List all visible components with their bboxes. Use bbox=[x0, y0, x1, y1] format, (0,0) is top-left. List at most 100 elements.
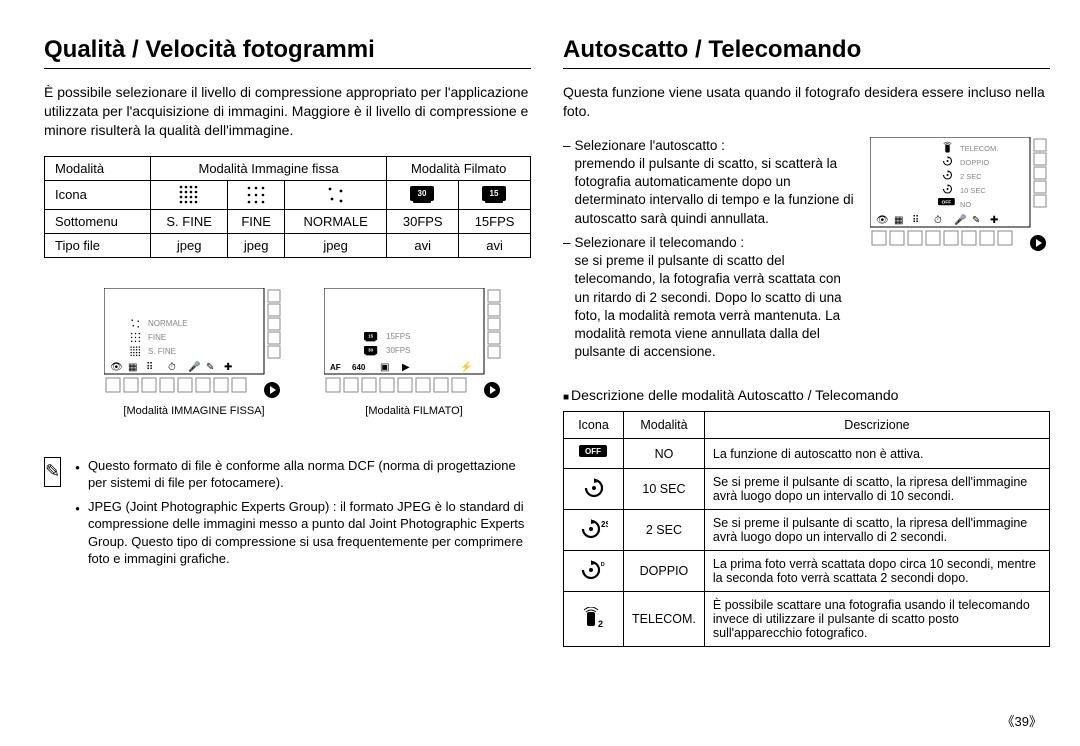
svg-text:👁: 👁 bbox=[876, 215, 889, 226]
th-mode: Modalità bbox=[624, 412, 705, 439]
diagram-movie: 15FPS 30FPS AF 640 ▣ ▶ ⚡ bbox=[324, 288, 504, 417]
mode-10: 10 SEC bbox=[624, 469, 705, 510]
svg-text:⚡: ⚡ bbox=[460, 360, 472, 373]
still-head: Modalità Immagine fissa bbox=[150, 156, 386, 180]
svg-text:✎: ✎ bbox=[206, 362, 214, 373]
right-intro: Questa funzione viene usata quando il fo… bbox=[563, 83, 1050, 121]
svg-text:👁: 👁 bbox=[110, 362, 123, 373]
cell-file3: jpeg bbox=[284, 233, 386, 257]
svg-text:⠿: ⠿ bbox=[912, 215, 919, 226]
opt-sfine: S. FINE bbox=[148, 347, 176, 356]
sel-auto-head: Selezionare l'autoscatto : bbox=[575, 138, 725, 153]
svg-text:640: 640 bbox=[352, 363, 366, 372]
note-body: Questo formato di file è conforme alla n… bbox=[75, 457, 531, 574]
cell-file5: avi bbox=[459, 233, 531, 257]
row-modalita-label: Modalità bbox=[45, 156, 151, 180]
svg-text:⏱: ⏱ bbox=[934, 215, 942, 226]
left-intro: È possibile selezionare il livello di co… bbox=[44, 83, 531, 140]
diagram-still-svg: NORMALE FINE S. FINE 👁 ▦ ⠿ bbox=[104, 288, 284, 398]
movie-head: Modalità Filmato bbox=[387, 156, 531, 180]
timer-table: Icona Modalità Descrizione NO La funzion… bbox=[563, 411, 1050, 647]
icon-15fps bbox=[459, 180, 531, 209]
cell-file2: jpeg bbox=[228, 233, 284, 257]
right-title: Autoscatto / Telecomando bbox=[563, 36, 1050, 69]
ico-off bbox=[564, 439, 624, 469]
svg-text:✎: ✎ bbox=[972, 215, 980, 226]
quality-table: Modalità Modalità Immagine fissa Modalit… bbox=[44, 156, 531, 258]
icon-normale bbox=[284, 180, 386, 209]
icon-30fps bbox=[387, 180, 459, 209]
svg-text:✚: ✚ bbox=[224, 362, 232, 373]
still-caption: [Modalità IMMAGINE FISSA] bbox=[104, 405, 284, 417]
ico-2: 2S bbox=[564, 510, 624, 551]
cell-fine: FINE bbox=[228, 209, 284, 233]
cell-normale: NORMALE bbox=[284, 209, 386, 233]
svg-text:AF: AF bbox=[330, 363, 341, 372]
sub-title: ■Descrizione delle modalità Autoscatto /… bbox=[563, 387, 1050, 403]
desc-remote: È possibile scattare una fotografia usan… bbox=[704, 592, 1049, 647]
svg-text:2S: 2S bbox=[601, 520, 608, 529]
svg-text:⏱: ⏱ bbox=[168, 362, 176, 373]
row-icona-label: Icona bbox=[45, 180, 151, 209]
opt-fine: FINE bbox=[148, 333, 166, 342]
right-column: Autoscatto / Telecomando Questa funzione… bbox=[563, 36, 1050, 726]
sel-remote-body: se si preme il pulsante di scatto del te… bbox=[575, 253, 842, 359]
rd-1: TELECOM. bbox=[960, 144, 998, 153]
rd-2: DOPPIO bbox=[960, 158, 989, 167]
desc-2: Se si preme il pulsante di scatto, la ri… bbox=[704, 510, 1049, 551]
desc-10: Se si preme il pulsante di scatto, la ri… bbox=[704, 469, 1049, 510]
th-desc: Descrizione bbox=[704, 412, 1049, 439]
rd-5: NO bbox=[960, 200, 971, 209]
cell-file1: jpeg bbox=[150, 233, 228, 257]
diagram-movie-svg: 15FPS 30FPS AF 640 ▣ ▶ ⚡ bbox=[324, 288, 504, 398]
movie-caption: [Modalità FILMATO] bbox=[324, 405, 504, 417]
sel-remote-head: Selezionare il telecomando : bbox=[575, 235, 745, 250]
timer-row-2: 2S 2 SEC Se si preme il pulsante di scat… bbox=[564, 510, 1050, 551]
ico-10 bbox=[564, 469, 624, 510]
remote-text: Selezionare l'autoscatto : premendo il p… bbox=[563, 137, 856, 368]
ico-double: ᴰ bbox=[564, 551, 624, 592]
svg-text:🎤: 🎤 bbox=[954, 213, 967, 226]
cell-15fps: 15FPS bbox=[459, 209, 531, 233]
mode-2: 2 SEC bbox=[624, 510, 705, 551]
ico-remote: 2 bbox=[564, 592, 624, 647]
svg-text:▶: ▶ bbox=[402, 362, 410, 373]
cell-file4: avi bbox=[387, 233, 459, 257]
svg-text:🎤: 🎤 bbox=[188, 360, 201, 373]
note-block: ✎ Questo formato di file è conforme alla… bbox=[44, 457, 531, 574]
rd-4: 10 SEC bbox=[960, 186, 986, 195]
svg-text:ᴰ: ᴰ bbox=[601, 561, 605, 570]
desc-double: La prima foto verrà scattata dopo circa … bbox=[704, 551, 1049, 592]
cell-30fps: 30FPS bbox=[387, 209, 459, 233]
rd-3: 2 SEC bbox=[960, 172, 982, 181]
svg-text:▦: ▦ bbox=[128, 362, 137, 373]
timer-row-off: NO La funzione di autoscatto non è attiv… bbox=[564, 439, 1050, 469]
page-number: 《39》 bbox=[1002, 711, 1042, 730]
note-item-2: JPEG (Joint Photographic Experts Group) … bbox=[88, 498, 531, 568]
svg-text:⠿: ⠿ bbox=[146, 362, 153, 373]
icon-sfine bbox=[150, 180, 228, 209]
diagram-still: NORMALE FINE S. FINE 👁 ▦ ⠿ bbox=[104, 288, 284, 417]
opt-30fps: 30FPS bbox=[386, 346, 410, 355]
left-title: Qualità / Velocità fotogrammi bbox=[44, 36, 531, 69]
row-filetype-label: Tipo file bbox=[45, 233, 151, 257]
th-icon: Icona bbox=[564, 412, 624, 439]
timer-row-double: ᴰ DOPPIO La prima foto verrà scattata do… bbox=[564, 551, 1050, 592]
left-column: Qualità / Velocità fotogrammi È possibil… bbox=[44, 36, 531, 726]
remote-block: Selezionare l'autoscatto : premendo il p… bbox=[563, 137, 1050, 368]
svg-text:▣: ▣ bbox=[380, 362, 389, 373]
icon-fine bbox=[228, 180, 284, 209]
desc-off: La funzione di autoscatto non è attiva. bbox=[704, 439, 1049, 469]
opt-15fps: 15FPS bbox=[386, 332, 410, 341]
mode-off: NO bbox=[624, 439, 705, 469]
timer-row-10: 10 SEC Se si preme il pulsante di scatto… bbox=[564, 469, 1050, 510]
note-icon: ✎ bbox=[44, 457, 61, 487]
note-item-1: Questo formato di file è conforme alla n… bbox=[88, 457, 531, 492]
mode-double: DOPPIO bbox=[624, 551, 705, 592]
remote-diagram: TELECOM. DOPPIO 2 SEC 10 SEC bbox=[870, 137, 1050, 368]
sel-auto-body: premendo il pulsante di scatto, si scatt… bbox=[575, 156, 854, 226]
svg-text:✚: ✚ bbox=[990, 215, 998, 226]
manual-page: Qualità / Velocità fotogrammi È possibil… bbox=[0, 0, 1080, 746]
mode-remote: TELECOM. bbox=[624, 592, 705, 647]
camera-menu-diagrams: NORMALE FINE S. FINE 👁 ▦ ⠿ bbox=[104, 288, 531, 417]
